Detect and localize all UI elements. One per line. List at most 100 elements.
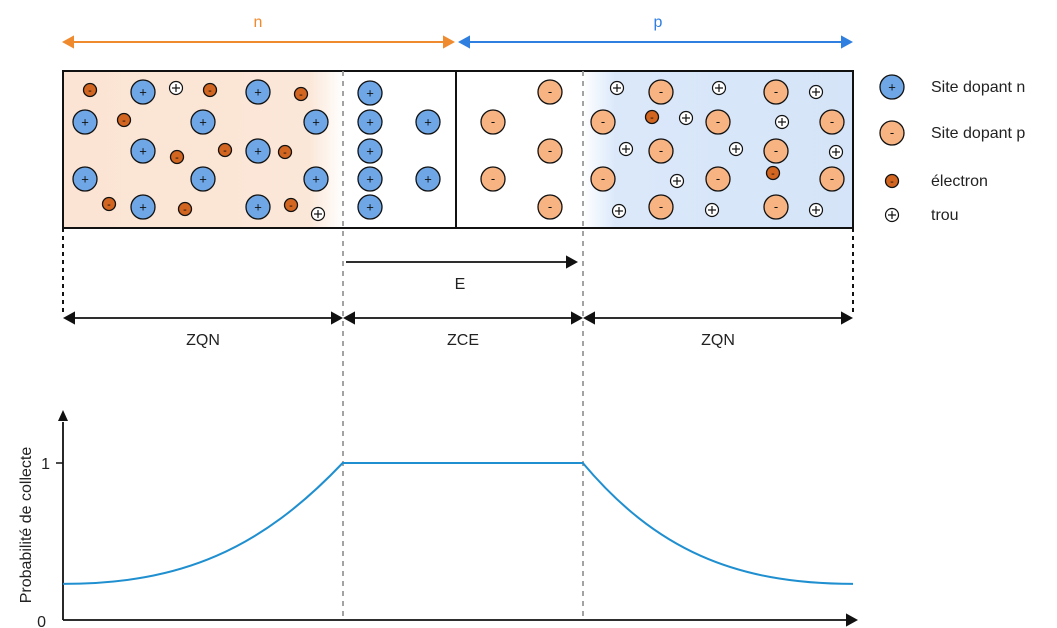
electron-4: - [169, 149, 185, 165]
donor-site-16-circle [357, 166, 383, 192]
donor-site-6: + [245, 138, 271, 164]
donor-site-11-circle [245, 194, 271, 220]
donor-site-17: + [415, 166, 441, 192]
acceptor-site-16: - [763, 194, 789, 220]
electron-4-circle [169, 149, 185, 165]
electron-6-sign: - [283, 147, 287, 159]
electron-7-sign: - [107, 199, 111, 211]
donor-site-17-sign: + [424, 172, 432, 187]
acceptor-site-0: - [537, 79, 563, 105]
donor-site-17-circle [415, 166, 441, 192]
donor-site-5-sign: + [139, 144, 147, 159]
acceptor-site-13-circle [705, 166, 731, 192]
electric-field-label: E [455, 276, 466, 293]
donor-site-0-circle [130, 79, 156, 105]
acceptor-site-7: - [590, 109, 616, 135]
acceptor-site-2-circle [537, 138, 563, 164]
electron-11: - [765, 165, 781, 181]
donor-site-0-sign: + [139, 85, 147, 100]
acceptor-site-2: - [537, 138, 563, 164]
donor-site-icon-circle [879, 74, 905, 100]
electron-9-sign: - [289, 200, 293, 212]
electron-10-sign: - [650, 112, 654, 124]
hole-12 [704, 202, 720, 218]
donor-site-15-circle [357, 138, 383, 164]
donor-site-4-circle [303, 109, 329, 135]
acceptor-site-icon: - [879, 120, 905, 146]
acceptor-site-5-sign: - [659, 84, 663, 99]
donor-site-13-circle [357, 109, 383, 135]
electron-4-sign: - [175, 152, 179, 164]
electron-9-circle [283, 197, 299, 213]
electron-icon-circle [884, 173, 900, 189]
y-axis-arrowhead [58, 410, 68, 421]
electron-icon-sign: - [890, 176, 894, 188]
acceptor-site-3-sign: - [491, 171, 495, 186]
electron-6: - [277, 144, 293, 160]
donor-site-12: + [357, 80, 383, 106]
electron-0-circle [82, 82, 98, 98]
donor-site-16-sign: + [366, 172, 374, 187]
acceptor-site-15-circle [648, 194, 674, 220]
donor-site-3: + [190, 109, 216, 135]
legend-label-0: Site dopant n [931, 79, 1025, 96]
x-axis-arrowhead [846, 613, 858, 627]
donor-site-15: + [357, 138, 383, 164]
hole-11 [611, 203, 627, 219]
acceptor-site-6-sign: - [774, 84, 778, 99]
legend: + Site dopant n - Site dopant p - électron tro… [879, 74, 1025, 224]
electron-2-sign: - [299, 89, 303, 101]
hole-4 [808, 84, 824, 100]
electron-1-circle [202, 82, 218, 98]
legend-label-3: trou [931, 207, 959, 224]
acceptor-site-5-circle [648, 79, 674, 105]
donor-site-9-circle [303, 166, 329, 192]
field-arrowhead [566, 255, 578, 269]
donor-site-14-circle [415, 109, 441, 135]
acceptor-site-8-circle [705, 109, 731, 135]
acceptor-site-11: - [763, 138, 789, 164]
electron-8: - [177, 201, 193, 217]
electron-7-circle [101, 196, 117, 212]
acceptor-site-15: - [648, 194, 674, 220]
acceptor-site-4: - [537, 194, 563, 220]
p-extent-arrowhead-left [458, 35, 470, 49]
electron-7: - [101, 196, 117, 212]
semiconductor-bar [62, 70, 854, 229]
electron-11-circle [765, 165, 781, 181]
donor-site-12-sign: + [366, 86, 374, 101]
p-region-label: p [654, 14, 663, 31]
donor-site-6-sign: + [254, 144, 262, 159]
acceptor-site-2-sign: - [548, 143, 552, 158]
electron-icon: - [884, 173, 900, 189]
acceptor-site-3: - [480, 166, 506, 192]
donor-site-3-circle [190, 109, 216, 135]
region-boundaries [62, 71, 854, 620]
donor-site-2-sign: + [81, 115, 89, 130]
acceptor-site-16-sign: - [774, 199, 778, 214]
acceptor-site-1-circle [480, 109, 506, 135]
y-axis-label: Probabilité de collecte [18, 447, 35, 604]
legend-label-1: Site dopant p [931, 125, 1025, 142]
n-region-label: n [254, 14, 263, 31]
acceptor-site-3-circle [480, 166, 506, 192]
donor-site-5-circle [130, 138, 156, 164]
hole-13 [808, 202, 824, 218]
acceptor-site-4-circle [537, 194, 563, 220]
hole-6 [774, 114, 790, 130]
acceptor-site-15-sign: - [659, 199, 663, 214]
donor-site-2-circle [72, 109, 98, 135]
dimension-arrowhead-right-2 [841, 311, 853, 325]
acceptor-site-14: - [819, 166, 845, 192]
acceptor-site-13: - [705, 166, 731, 192]
donor-site-13-sign: + [366, 115, 374, 130]
collection-probability-curve [62, 462, 854, 585]
electron-5-circle [217, 142, 233, 158]
zqn-right-label: ZQN [701, 332, 735, 349]
donor-site-4: + [303, 109, 329, 135]
donor-site-1-circle [245, 79, 271, 105]
acceptor-site-10-sign: - [659, 143, 663, 158]
donor-site-8: + [190, 166, 216, 192]
electron-10: - [644, 109, 660, 125]
